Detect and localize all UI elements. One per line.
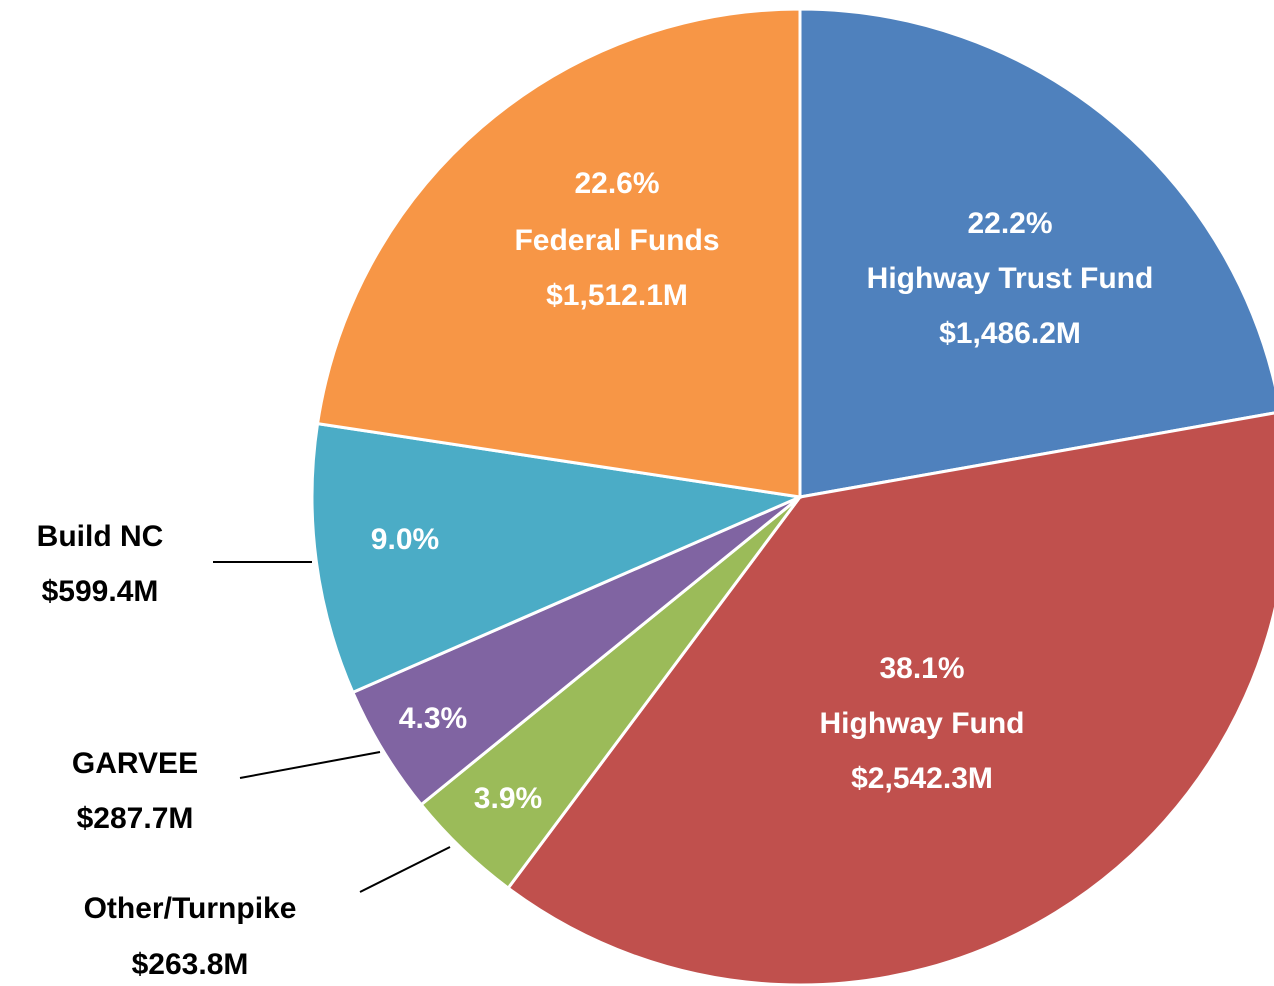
- outside-label: Build NC: [37, 520, 164, 553]
- slice-label: 38.1%: [879, 652, 964, 685]
- slice-label: 4.3%: [399, 702, 467, 735]
- pie-slice: [315, 7, 802, 499]
- slice-label: Federal Funds: [514, 224, 719, 257]
- slice-label: 22.2%: [967, 207, 1052, 240]
- slice-label: $1,486.2M: [939, 317, 1081, 350]
- slice-label: $1,512.1M: [546, 279, 688, 312]
- pie-slice: [506, 411, 1274, 986]
- outside-label: $599.4M: [42, 575, 159, 608]
- outside-label: Other/Turnpike: [84, 892, 297, 925]
- slice-label: 9.0%: [371, 523, 439, 556]
- outside-label: GARVEE: [72, 747, 198, 780]
- outside-label: $263.8M: [132, 948, 249, 981]
- slice-label: $2,542.3M: [851, 762, 993, 795]
- pie-slice: [798, 7, 1274, 499]
- slice-label: Highway Trust Fund: [867, 262, 1154, 295]
- leader-line: [359, 846, 451, 893]
- pie-slice: [310, 421, 806, 695]
- leader-line: [239, 751, 381, 779]
- slice-label: 3.9%: [474, 782, 542, 815]
- slice-label: 22.6%: [574, 167, 659, 200]
- outside-label: $287.7M: [77, 802, 194, 835]
- slice-label: Highway Fund: [820, 707, 1025, 740]
